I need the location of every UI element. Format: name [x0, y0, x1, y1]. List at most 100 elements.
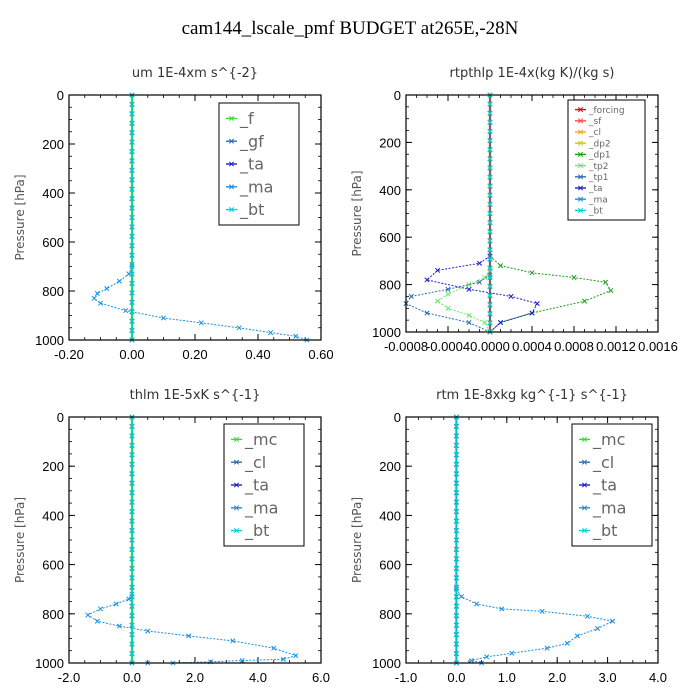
series-point-ta-marker-b	[508, 293, 514, 300]
series-point-bt-marker-b	[453, 423, 459, 430]
legend-entry: _bt	[239, 200, 264, 220]
series-point-bt-marker-b	[453, 499, 459, 505]
legend-entry: _ta	[592, 476, 617, 496]
series-point-bt-marker-b	[129, 442, 135, 448]
x-tick-label: 3.0	[599, 670, 617, 685]
series-point-ma-marker-b	[116, 623, 122, 629]
y-axis-label: Pressure [hPa]	[350, 497, 364, 583]
legend-entry: _ma	[592, 498, 626, 518]
series-point-bt-marker-b	[487, 274, 493, 280]
series-point-bt-marker-b	[487, 292, 493, 299]
series-point-bt-marker-b	[129, 471, 135, 477]
x-tick-label: 0.0	[447, 670, 465, 685]
y-tick-label: 800	[379, 278, 401, 293]
series-point-ma-marker-b	[564, 640, 570, 646]
series-point-bt-marker-b	[129, 299, 135, 305]
series-point-bt-marker-b	[487, 147, 493, 153]
y-tick-label: 800	[379, 607, 401, 622]
series-point-bt-marker-b	[129, 214, 135, 221]
series-point-bt-marker-b	[129, 290, 135, 296]
series-point-ta-marker-b	[466, 286, 472, 292]
legend-entry: _ma	[588, 195, 608, 205]
series-point-bt-marker-b	[129, 328, 135, 334]
series-point-ma-marker-b	[145, 628, 151, 634]
series-point-bt-marker-b	[129, 632, 135, 638]
series-point-bt-marker-b	[453, 490, 459, 496]
series-point-bt-marker-b	[487, 283, 493, 289]
plot-frame	[405, 94, 659, 333]
x-tick-label: 6.0	[312, 670, 330, 685]
series-point-bt-marker-b	[453, 480, 459, 486]
series-line-ta	[425, 255, 539, 333]
series-point-ma-marker-b	[160, 315, 167, 321]
series-point-bt-marker-b	[129, 271, 135, 277]
series-point-bt-marker-b	[129, 186, 135, 192]
series-point-bt-marker-b	[129, 575, 135, 581]
series-point-ma-marker-b	[198, 320, 204, 326]
series-point-ma-marker-b	[271, 645, 277, 651]
series-line-dp1	[489, 255, 612, 333]
series-point-ma-marker-b	[126, 596, 132, 602]
y-tick-label: 400	[42, 186, 64, 201]
series-point-bt-marker-b	[129, 120, 135, 126]
series-point-bt-marker-b	[487, 220, 493, 226]
panel-1: um 1E-4xm s^{-2} Pressure [hPa] -0.20 0.00 0…	[13, 66, 334, 362]
y-tick-label: 400	[42, 508, 64, 523]
series-point-bt-marker-b	[453, 641, 459, 647]
series-point-ma-marker-b	[594, 626, 601, 632]
series-point-bt-marker-b	[487, 247, 493, 253]
series-point-bt-marker-b	[129, 613, 135, 619]
series-point-bt-marker-b	[487, 110, 493, 116]
series-point-bt-marker-b	[487, 183, 493, 189]
series-point-bt-marker-b	[129, 546, 135, 553]
series-point-ta-marker-b	[434, 267, 441, 273]
y-tick-label: 200	[42, 459, 64, 474]
series-point-bt-marker-b	[487, 201, 493, 207]
plot-frame	[405, 416, 659, 664]
series-point-bt-marker-b	[453, 603, 459, 609]
legend-marker-marker-b	[581, 528, 588, 534]
legend-marker-marker-b	[577, 151, 584, 157]
legend-entry: _bt	[244, 521, 269, 541]
series-point-bt-marker-b	[129, 527, 135, 534]
series-point-ma-marker-b	[85, 612, 91, 618]
x-tick-label: 0.60	[308, 347, 333, 362]
series-point-bt-marker-b	[453, 613, 459, 619]
series-point-bt-marker-b	[453, 442, 459, 448]
series-point-bt-marker-b	[129, 224, 135, 230]
legend-entry: _cl	[592, 453, 614, 473]
series-point-tp1-marker-b	[476, 279, 483, 285]
series-point-ta-marker-b	[424, 277, 430, 283]
series-point-bt-marker-b	[487, 138, 493, 144]
series-point-ma-marker-b	[484, 654, 490, 660]
series-point-bt-marker-b	[129, 565, 135, 571]
series-point-bt-marker-b	[129, 252, 135, 258]
series-point-bt-marker-b	[129, 641, 135, 647]
legend-marker-marker-b	[233, 482, 240, 488]
y-tick-label: 600	[379, 230, 401, 245]
x-tick-label: 0.0	[123, 670, 141, 685]
series-point-ta-marker-b	[529, 310, 535, 316]
series-point-bt-marker-b	[129, 262, 135, 268]
series-point-ma-marker-b	[236, 325, 242, 331]
legend-marker-marker-b	[577, 207, 584, 213]
series-point-dp1-marker-b	[581, 298, 588, 304]
series-point-ma-marker-b	[91, 295, 97, 301]
plot-frame	[68, 94, 322, 341]
series-point-bt-marker-b	[487, 210, 493, 217]
series-line-tp1	[405, 274, 491, 333]
series-point-bt-marker-b	[129, 518, 135, 524]
legend-entry: _ma	[244, 498, 278, 518]
legend-marker-marker-b	[577, 107, 584, 113]
series-point-tp1-marker-b	[408, 293, 414, 300]
y-tick-label: 600	[42, 235, 64, 250]
series-point-bt-marker-b	[129, 594, 135, 600]
y-tick-label: 1000	[35, 656, 64, 671]
legend-marker-marker-b	[233, 436, 240, 442]
legend-marker-marker-b	[577, 118, 584, 124]
series-point-bt-marker-b	[487, 229, 493, 235]
legend-marker-marker-b	[577, 196, 584, 202]
legend-marker-marker-b	[577, 129, 584, 135]
series-point-bt-marker-b	[453, 622, 459, 628]
legend-marker-marker-b	[577, 140, 584, 146]
